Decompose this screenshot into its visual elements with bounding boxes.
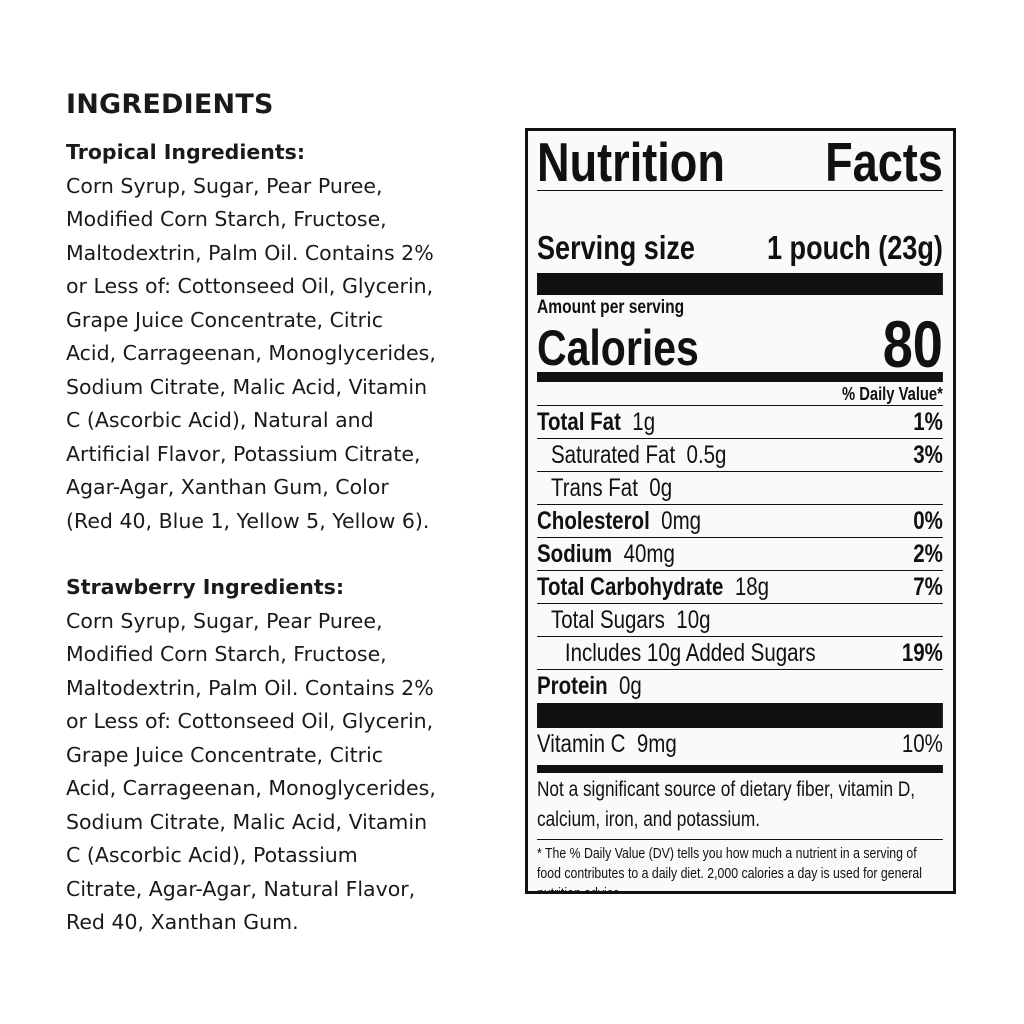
nutrient-daily-value: 2%	[913, 539, 943, 568]
ingredient-line: Corn Syrup, Sugar, Pear Puree,	[66, 608, 383, 633]
ingredient-line: C (Ascorbic Acid), Potassium	[66, 843, 358, 867]
ingredient-line: Red 40, Xanthan Gum.	[66, 910, 299, 934]
ingredients-heading: INGREDIENTS	[66, 89, 274, 120]
nutrient-row: Sodium 40mg 2%	[537, 538, 943, 571]
nutrient-row: Cholesterol 0mg 0%	[537, 505, 943, 538]
ingredient-section-title: Strawberry Ingredients:	[66, 575, 345, 599]
nutrient-row: Protein 0g	[537, 670, 943, 703]
nutrient-name: Protein	[537, 672, 608, 700]
ingredient-section-title: Tropical Ingredients:	[66, 140, 306, 164]
vitamin-amount: 9mg	[636, 730, 677, 758]
nutrient-name: Saturated Fat	[550, 440, 676, 469]
nutrition-facts-label: Nutrition Facts Serving size 1 pouch (23…	[525, 128, 956, 894]
ingredient-line: Sodium Citrate, Malic Acid, Vitamin	[66, 809, 428, 834]
title-facts: Facts	[825, 131, 943, 193]
ingredient-line: Acid, Carrageenan, Monoglycerides,	[66, 341, 436, 365]
ingredient-line: (Red 40, Blue 1, Yellow 5, Yellow 6).	[66, 508, 430, 533]
nutrient-name: Trans Fat	[550, 473, 638, 502]
title-nutrition: Nutrition	[537, 131, 725, 193]
calories-label: Calories	[537, 320, 699, 376]
daily-value-header: % Daily Value*	[537, 382, 943, 406]
vitamin-dv: 10%	[901, 730, 943, 758]
ingredient-line: Maltodextrin, Palm Oil. Contains 2%	[66, 675, 434, 700]
ingredient-line: Sodium Citrate, Malic Acid, Vitamin	[66, 374, 428, 399]
nutrient-daily-value: 1%	[913, 407, 943, 436]
nutrient-row: Total Fat 1g 1%	[537, 406, 943, 439]
nutrient-amount: 0g	[619, 672, 642, 700]
thick-divider	[537, 273, 943, 295]
ingredient-line: Citrate, Agar-Agar, Natural Flavor,	[66, 876, 416, 901]
ingredient-line: or Less of: Cottonseed Oil, Glycerin,	[66, 274, 434, 298]
nutrient-amount: 10g	[676, 605, 711, 634]
daily-value-footnote: * The % Daily Value (DV) tells you how m…	[537, 845, 922, 894]
nutrient-daily-value: 19%	[901, 638, 943, 667]
ingredient-line: Modified Corn Starch, Fructose,	[66, 642, 387, 666]
nutrient-amount: 1g	[632, 407, 656, 436]
calories-row: Calories 80	[537, 307, 943, 381]
ingredient-line: Modified Corn Starch, Fructose,	[66, 207, 387, 231]
nutrient-amount: 0g	[649, 473, 673, 502]
nutrient-row: Includes 10g Added Sugars 19%	[537, 637, 943, 670]
ingredient-sections: Tropical Ingredients: Corn Syrup, Sugar, …	[66, 136, 516, 940]
ingredient-line: Agar-Agar, Xanthan Gum, Color	[66, 475, 389, 499]
nutrient-daily-value: 7%	[913, 572, 943, 601]
nutrient-amount: 0mg	[661, 506, 702, 535]
thick-divider	[537, 703, 943, 728]
nutrient-name: Total Fat	[537, 407, 621, 436]
nutrient-daily-value: 0%	[913, 506, 943, 535]
medium-divider	[537, 765, 943, 773]
serving-size-row: Serving size 1 pouch (23g)	[537, 191, 943, 271]
ingredients-panel: INGREDIENTS Tropical Ingredients: Corn Sy…	[66, 88, 516, 940]
calories-value: 80	[882, 307, 943, 381]
nutrient-name: Sodium	[537, 539, 613, 568]
nutrient-row: Trans Fat 0g	[537, 472, 943, 505]
nutrient-rows: Total Fat 1g 1% Saturated Fat 0.5g 3% Trans …	[537, 406, 943, 703]
nutrient-amount: 18g	[734, 572, 770, 601]
vitamin-name: Vitamin C	[537, 730, 626, 758]
nutrient-row: Total Sugars 10g	[537, 604, 943, 637]
nutrient-name: Cholesterol	[537, 506, 650, 535]
section-gap	[66, 538, 516, 571]
serving-size-label: Serving size	[537, 229, 695, 266]
ingredient-line: Corn Syrup, Sugar, Pear Puree,	[66, 173, 383, 198]
ingredient-line: Grape Juice Concentrate, Citric	[66, 307, 384, 332]
ingredient-line: Maltodextrin, Palm Oil. Contains 2%	[66, 240, 434, 265]
nutrient-name: Total Carbohydrate	[537, 572, 724, 601]
nutrient-name: Includes 10g Added Sugars	[564, 638, 816, 667]
nutrient-amount: 0.5g	[686, 440, 727, 469]
ingredient-line: or Less of: Cottonseed Oil, Glycerin,	[66, 709, 434, 733]
nutrient-name: Total Sugars	[550, 605, 665, 634]
nutrient-daily-value: 3%	[913, 440, 943, 469]
medium-divider	[537, 372, 943, 382]
nutrient-row: Saturated Fat 0.5g 3%	[537, 439, 943, 472]
ingredient-line: Artificial Flavor, Potassium Citrate,	[66, 441, 421, 466]
vitamin-row: Vitamin C 9mg 10%	[537, 728, 943, 761]
nutrition-facts-title: Nutrition Facts	[537, 134, 943, 191]
ingredient-line: Grape Juice Concentrate, Citric	[66, 742, 384, 767]
not-significant-note: Not a significant source of dietary fibe…	[537, 773, 943, 840]
amount-per-serving: Amount per serving	[537, 297, 685, 318]
nutrient-amount: 40mg	[623, 539, 675, 568]
ingredient-line: Acid, Carrageenan, Monoglycerides,	[66, 776, 436, 800]
ingredient-list: Corn Syrup, Sugar, Pear Puree, Modified C…	[66, 605, 516, 940]
serving-size-value: 1 pouch (23g)	[766, 229, 943, 266]
ingredient-list: Corn Syrup, Sugar, Pear Puree, Modified C…	[66, 170, 516, 539]
nutrient-row: Total Carbohydrate 18g 7%	[537, 571, 943, 604]
ingredient-line: C (Ascorbic Acid), Natural and	[66, 408, 374, 432]
